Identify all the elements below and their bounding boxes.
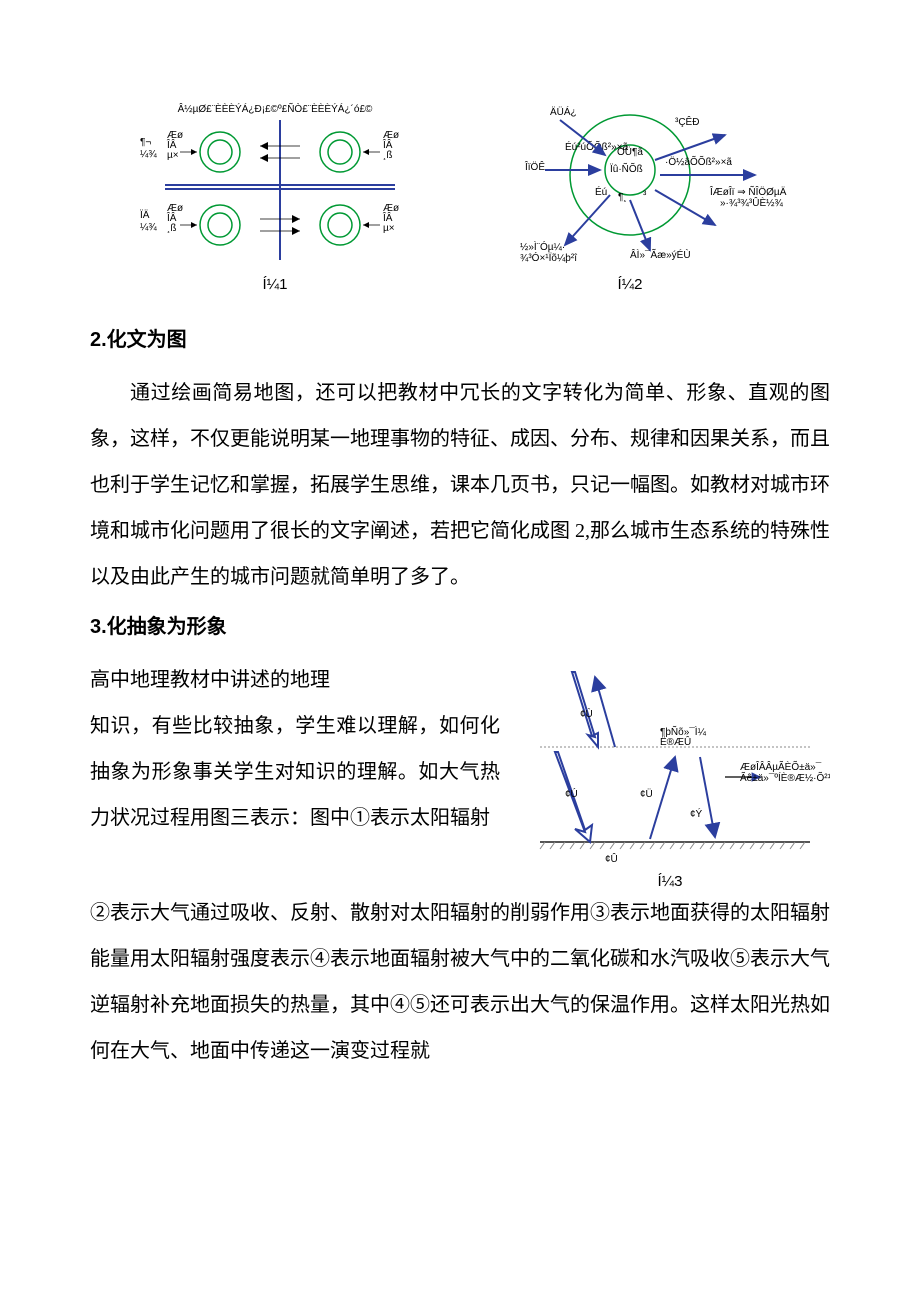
- fig1-left-lower: ÏÄ¼¾: [140, 209, 157, 233]
- fig2-right-b: ÎÆøÎï ⇒ ÑÎÖØµÄ»·¾³¾³ÛÈ½¾: [709, 185, 787, 209]
- section-2-para: 通过绘画简易地图，还可以把教材中冗长的文字转化为简单、形象、直观的图象，这样，不…: [90, 370, 830, 600]
- section-3-text-col: 高中地理教材中讲述的地理 知识，有些比较抽象，学生难以理解，如何化抽象为形象事关…: [90, 657, 500, 841]
- fig3-lbl-5: ¢Ý: [690, 807, 703, 820]
- section-2-heading: 2.化文为图: [90, 323, 830, 352]
- figure-3-svg: ¢Ù ¢Ú ¢Û ¢Ü ¢Ý ¶þÑõ»¯Ì¼ Ë®ÆÛ ÆøÎÂÂµÃÈÕ±ä…: [510, 667, 830, 867]
- figure-1: Â½µØ£¨ÈÈÈÝÁ¿Ð¡£©º£ÑÒ£¨ÈÈÈÝÁ¿´ó£©: [125, 100, 425, 293]
- fig2-inner-d: ¶¸: [618, 192, 627, 203]
- figure-3: ¢Ù ¢Ú ¢Û ¢Ü ¢Ý ¶þÑõ»¯Ì¼ Ë®ÆÛ ÆøÎÂÂµÃÈÕ±ä…: [510, 667, 830, 890]
- fig1-dd-r: ÆøÎÂµ×: [382, 203, 399, 234]
- figure-2: ÄÜÁ¿ ³ÇÊÐ ÖÜ¶ã Éú²úÕÕß²»×ã Ïû·ÑÕß Éú ¶¸ …: [465, 100, 795, 293]
- fig3-right: ÆøÎÂÂµÃÈÕ±ä»¯Ãê±ä»¯ºÍÈ®Æ½·Õ²¹: [740, 760, 830, 784]
- fig1-dd-l: ÆøÎÂ¸ß: [166, 203, 183, 234]
- section-3-para-b: 知识，有些比较抽象，学生难以理解，如何化抽象为形象事关学生对知识的理解。如大气热…: [90, 703, 500, 841]
- fig1-caption: Í¼1: [262, 276, 287, 293]
- section-3-heading: 3.化抽象为形象: [90, 610, 830, 639]
- fig3-lbl-2: ¢Ú: [565, 787, 578, 800]
- fig3-lbl-4: ¢Ü: [640, 788, 653, 800]
- fig3-lbl-3: ¢Û: [605, 852, 618, 865]
- fig1-title: Â½µØ£¨ÈÈÈÝÁ¿Ð¡£©º£ÑÒ£¨ÈÈÈÝÁ¿´ó£©: [178, 102, 373, 115]
- section-3-row: 高中地理教材中讲述的地理 知识，有些比较抽象，学生难以理解，如何化抽象为形象事关…: [90, 657, 830, 890]
- fig2-inner-b: Ïû·ÑÕß: [610, 162, 643, 175]
- fig2-inner-c: Éú: [595, 185, 607, 198]
- fig2-top: ÄÜÁ¿: [550, 105, 577, 118]
- fig1-uu-l: ÆøÎÂµ×: [166, 130, 183, 161]
- fig2-br: ÂÌ»¯Ãæ»ýÉÙ: [630, 248, 691, 261]
- section-3-para-c: ②表示大气通过吸收、反射、散射对太阳辐射的削弱作用③表示地面获得的太阳辐射能量用…: [90, 890, 830, 1074]
- fig3-cloud-b: Ë®ÆÛ: [660, 735, 691, 748]
- fig2-left: ÎïÖÊ: [524, 160, 545, 173]
- fig1-uu-r: ÆøÎÂ¸ß: [382, 130, 399, 161]
- fig1-left-upper: ¶¬¼¾: [140, 137, 157, 160]
- fig2-topright: ³ÇÊÐ: [675, 115, 699, 128]
- fig2-bl: ½»Ì¨Óµ¼·¾³Ó×¹Ïõ¼þ²î: [520, 240, 578, 264]
- fig2-inner-a: Éú²úÕÕß²»×ã: [565, 140, 629, 153]
- fig2-right-a: ·Ö½âÕÕß²»×ã: [665, 155, 732, 168]
- top-figures-row: Â½µØ£¨ÈÈÈÝÁ¿Ð¡£©º£ÑÒ£¨ÈÈÈÝÁ¿´ó£©: [90, 100, 830, 293]
- fig3-caption: Í¼3: [657, 873, 682, 890]
- figure-1-svg: Â½µØ£¨ÈÈÈÝÁ¿Ð¡£©º£ÑÒ£¨ÈÈÈÝÁ¿´ó£©: [125, 100, 425, 270]
- section-3-para-a: 高中地理教材中讲述的地理: [90, 657, 500, 703]
- fig2-caption: Í¼2: [617, 276, 642, 293]
- figure-2-svg: ÄÜÁ¿ ³ÇÊÐ ÖÜ¶ã Éú²úÕÕß²»×ã Ïû·ÑÕß Éú ¶¸ …: [465, 100, 795, 270]
- fig3-lbl-1: ¢Ù: [580, 707, 593, 720]
- fig2-inner-e: ³: [643, 190, 647, 201]
